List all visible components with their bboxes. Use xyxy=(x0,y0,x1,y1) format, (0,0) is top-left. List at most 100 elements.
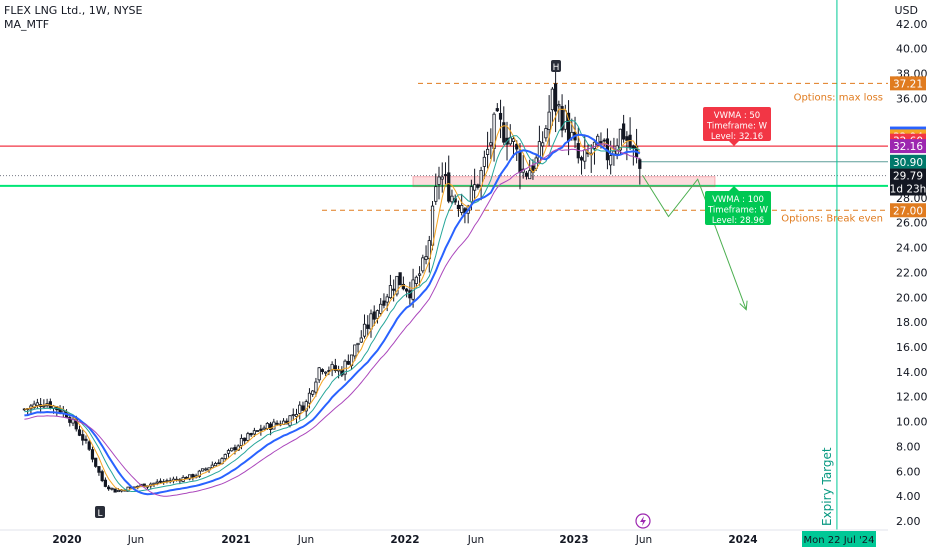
candle[interactable] xyxy=(246,431,250,443)
candle[interactable] xyxy=(401,276,405,291)
candle[interactable] xyxy=(576,127,580,164)
candle[interactable] xyxy=(107,484,111,491)
candle[interactable] xyxy=(81,430,85,446)
price-badge[interactable]: 27.00 xyxy=(890,203,926,218)
candle[interactable] xyxy=(460,193,464,216)
candle[interactable] xyxy=(417,266,422,286)
candle[interactable] xyxy=(638,157,642,185)
candle[interactable] xyxy=(94,457,98,468)
candle[interactable] xyxy=(314,377,318,397)
candle[interactable] xyxy=(84,435,88,444)
candle[interactable] xyxy=(259,424,263,436)
ma-orange-line[interactable] xyxy=(24,108,641,491)
candle[interactable] xyxy=(392,279,396,302)
candle[interactable] xyxy=(171,476,176,484)
candle[interactable] xyxy=(508,124,512,146)
candle[interactable] xyxy=(165,478,169,484)
candle[interactable] xyxy=(217,459,221,465)
candle[interactable] xyxy=(388,274,393,299)
candle[interactable] xyxy=(437,166,441,200)
candles[interactable] xyxy=(22,69,642,493)
candle[interactable] xyxy=(473,168,477,200)
candle[interactable] xyxy=(32,400,36,410)
candle[interactable] xyxy=(631,144,635,166)
expiry-date-badge[interactable]: Mon 22 Jul '24 xyxy=(802,531,876,547)
candle[interactable] xyxy=(382,293,386,309)
candle[interactable] xyxy=(298,401,302,420)
candle[interactable] xyxy=(528,159,532,180)
candle[interactable] xyxy=(55,406,59,416)
candle[interactable] xyxy=(29,404,33,415)
candle[interactable] xyxy=(612,137,616,166)
candle[interactable] xyxy=(498,99,503,139)
candle[interactable] xyxy=(379,298,383,317)
candle[interactable] xyxy=(434,173,438,205)
candle[interactable] xyxy=(375,309,380,324)
candle[interactable] xyxy=(359,330,363,343)
candle[interactable] xyxy=(515,140,519,161)
candle[interactable] xyxy=(566,100,571,156)
candle[interactable] xyxy=(35,398,39,409)
candle[interactable] xyxy=(427,235,431,273)
candle[interactable] xyxy=(226,448,231,458)
candle[interactable] xyxy=(71,416,75,427)
ma-green-line[interactable] xyxy=(24,119,641,492)
candle[interactable] xyxy=(492,112,496,162)
candle[interactable] xyxy=(181,475,185,483)
ma-purple-line[interactable] xyxy=(24,143,641,497)
indicator-label[interactable]: MA_MTF xyxy=(4,18,50,31)
candle[interactable] xyxy=(210,461,214,469)
price-axis[interactable]: 2.00 4.00 6.00 8.00 10.00 12.00 14.00 16.00 18.0… xyxy=(896,18,928,528)
price-badge[interactable]: 1d 23h xyxy=(890,181,927,196)
candle[interactable] xyxy=(197,469,201,478)
candle[interactable] xyxy=(554,69,558,133)
candle[interactable] xyxy=(262,425,266,430)
candle[interactable] xyxy=(100,469,104,483)
candle[interactable] xyxy=(602,138,606,147)
price-badge[interactable]: 29.79 xyxy=(890,168,926,183)
candle[interactable] xyxy=(320,368,325,375)
candle[interactable] xyxy=(443,162,448,187)
candle[interactable] xyxy=(317,366,321,383)
price-badge[interactable]: 32.16 xyxy=(890,139,926,154)
candle[interactable] xyxy=(48,398,52,410)
candle[interactable] xyxy=(550,86,554,126)
candle[interactable] xyxy=(450,189,454,205)
candle[interactable] xyxy=(311,390,315,397)
low-marker[interactable]: L xyxy=(95,506,105,519)
candle[interactable] xyxy=(97,466,101,476)
candle[interactable] xyxy=(485,131,490,169)
candle[interactable] xyxy=(622,114,626,143)
candle[interactable] xyxy=(103,477,108,488)
candle[interactable] xyxy=(256,429,260,432)
ma-blue-line[interactable] xyxy=(24,133,641,496)
candle[interactable] xyxy=(414,275,418,288)
candle[interactable] xyxy=(168,477,172,484)
candle[interactable] xyxy=(424,245,428,265)
candle[interactable] xyxy=(369,309,373,338)
candle[interactable] xyxy=(188,474,192,481)
candle[interactable] xyxy=(398,272,402,286)
candle[interactable] xyxy=(333,358,337,373)
candle[interactable] xyxy=(618,128,622,155)
candle[interactable] xyxy=(541,131,545,159)
candle[interactable] xyxy=(356,342,360,353)
candle[interactable] xyxy=(405,287,409,298)
candle[interactable] xyxy=(440,162,444,193)
candle[interactable] xyxy=(45,398,49,408)
candle[interactable] xyxy=(625,131,629,161)
candle[interactable] xyxy=(560,94,564,138)
candle[interactable] xyxy=(291,408,295,421)
candle[interactable] xyxy=(272,418,276,430)
symbol-title[interactable]: FLEX LNG Ltd., 1W, NYSE xyxy=(4,4,143,17)
candle[interactable] xyxy=(324,371,328,377)
candle[interactable] xyxy=(77,425,82,437)
candle[interactable] xyxy=(223,453,227,462)
candle[interactable] xyxy=(447,155,451,204)
candle[interactable] xyxy=(204,467,208,472)
candle[interactable] xyxy=(213,461,218,467)
projection-path[interactable] xyxy=(642,175,747,310)
candle[interactable] xyxy=(408,281,412,307)
